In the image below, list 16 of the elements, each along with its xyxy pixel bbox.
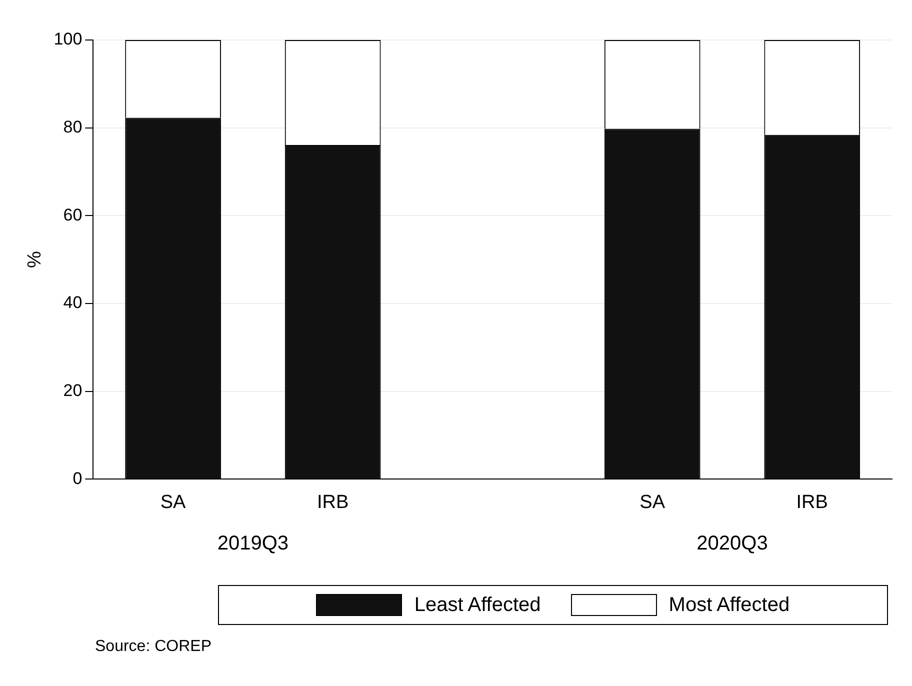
- text: 2020Q3: [696, 532, 768, 555]
- y-axis-title: %: [24, 251, 46, 268]
- legend-label: Least Affected: [414, 594, 541, 616]
- y-tick-label: 60: [63, 205, 82, 224]
- x-tick-label: SA: [160, 492, 186, 513]
- source-note: Source: COREP: [95, 638, 212, 656]
- x-tick-label: IRB: [316, 492, 349, 513]
- y-tick-label: 0: [72, 468, 82, 488]
- x-tick-label: SA: [640, 492, 666, 513]
- y-tick-label: 40: [63, 293, 82, 312]
- x-tick-label: IRB: [796, 492, 828, 513]
- text: 2019Q3: [217, 532, 289, 555]
- y-tick-label: 80: [63, 118, 82, 137]
- y-tick-label: 20: [63, 381, 82, 400]
- legend-label: Most Affected: [668, 594, 790, 616]
- y-tick-label: 100: [54, 30, 82, 49]
